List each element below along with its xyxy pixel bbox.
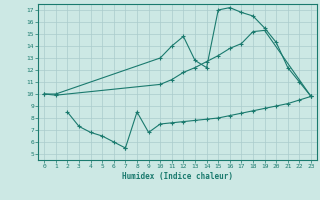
X-axis label: Humidex (Indice chaleur): Humidex (Indice chaleur): [122, 172, 233, 181]
